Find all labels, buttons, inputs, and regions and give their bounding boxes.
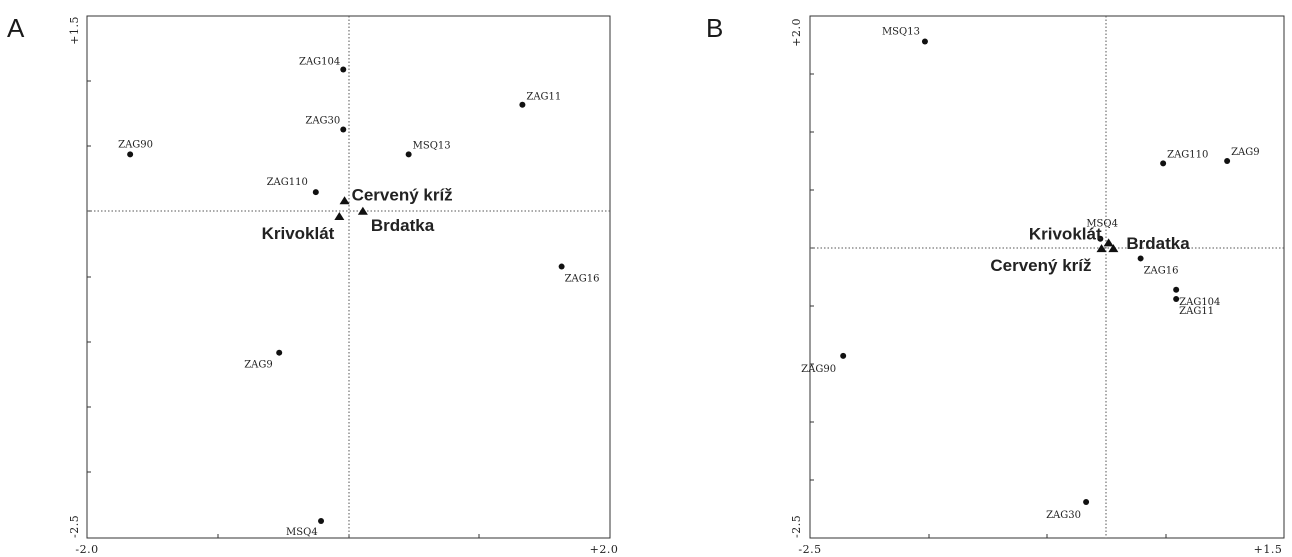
panel-b-group-marker-krivoklat — [1103, 238, 1114, 247]
panel-b-point-zag16 — [1137, 255, 1144, 262]
panel-b-point-label-zag16: ZAG16 — [1144, 265, 1179, 276]
panel-a-marks: ZAG104 ZAG11 ZAG30 MSQ13 ZAG90 ZAG110 ZAG16 ZAG… — [118, 57, 599, 539]
panel-b-point-msq4 — [1097, 235, 1104, 242]
panel-b-group-label-cerveny-kriz: Cervený kríž — [990, 256, 1091, 275]
panel-a-point-zag110 — [312, 189, 319, 196]
panel-a-group-label-cerveny-kriz: Cervený kríž — [352, 185, 453, 204]
panel-a-point-label-zag90: ZAG90 — [118, 139, 153, 150]
panel-b-point-label-zag110: ZAG110 — [1167, 149, 1208, 160]
panel-a-x-tick-right: +2.0 — [590, 543, 619, 556]
panel-b-tickmarks — [809, 15, 1285, 539]
panel-a-x-tick-left: -2.0 — [75, 543, 98, 556]
panel-b-point-msq13 — [921, 38, 928, 45]
panel-a-point-label-zag9: ZAG9 — [244, 360, 273, 371]
panel-b-plot-frame — [809, 15, 1285, 539]
panel-a-point-zag104 — [340, 66, 347, 73]
panel-a-point-label-zag110: ZAG110 — [267, 177, 308, 188]
panel-a-y-tick-top: +1.5 — [68, 16, 81, 45]
panel-a-group-marker-cerveny-kriz — [339, 196, 350, 205]
panel-a-point-label-msq4: MSQ4 — [286, 527, 318, 538]
panel-a-point-zag30 — [340, 126, 347, 133]
panel-a-group-marker-krivoklat — [334, 211, 345, 220]
panel-b-point-label-zag104: ZAG104 — [1179, 297, 1220, 308]
panel-b-point-label-zag30: ZAG30 — [1046, 510, 1081, 521]
panel-a-group-label-krivoklat: Krivoklát — [262, 224, 335, 243]
panel-b-zero-lines — [810, 16, 1284, 538]
panel-a-point-label-zag16: ZAG16 — [565, 274, 600, 285]
panel-b-point-zag90 — [840, 352, 847, 359]
panel-a-point-zag11 — [519, 101, 526, 108]
panel-b-x-tick-left: -2.5 — [798, 543, 821, 556]
panel-b-point-zag110 — [1160, 160, 1167, 167]
panel-a-point-msq13 — [405, 151, 412, 158]
panel-b-group-label-brdatka: Brdatka — [1126, 234, 1190, 253]
panel-a-point-label-zag30: ZAG30 — [305, 116, 340, 127]
panel-a-point-label-zag104: ZAG104 — [299, 57, 340, 68]
panel-a-point-msq4 — [318, 518, 325, 525]
panel-a-zero-lines — [87, 16, 610, 538]
panel-a-y-tick-bottom: -2.5 — [68, 515, 81, 538]
panel-b-x-tick-right: +1.5 — [1254, 543, 1283, 556]
panel-a: A +1.5 -2.5 -2.0 +2.0 ZAG104 ZAG11 ZAG30 MS… — [7, 13, 618, 556]
panel-b-y-tick-bottom: -2.5 — [790, 515, 803, 538]
panel-b-point-label-zag90: ZAG90 — [801, 364, 836, 375]
panel-b-point-label-zag9: ZAG9 — [1231, 147, 1260, 158]
panel-b-point-zag30 — [1083, 499, 1090, 506]
panel-b-group-label-krivoklat: Krivoklát — [1029, 224, 1102, 243]
panel-a-point-zag16 — [558, 263, 565, 270]
panel-b-group-marker-cerveny-kriz — [1096, 244, 1107, 253]
panel-a-point-label-zag11: ZAG11 — [526, 92, 561, 103]
panel-a-point-label-msq13: MSQ13 — [413, 140, 451, 151]
panel-b-point-zag11 — [1173, 296, 1180, 303]
panel-b-letter: B — [706, 13, 723, 43]
panel-b-point-label-msq13: MSQ13 — [882, 27, 920, 38]
panel-a-group-label-brdatka: Brdatka — [371, 216, 435, 235]
panel-b-y-tick-top: +2.0 — [790, 18, 803, 47]
panel-a-point-zag9 — [276, 349, 283, 356]
panel-a-point-zag90 — [127, 151, 134, 158]
panel-a-letter: A — [7, 13, 25, 43]
panel-b-point-zag104 — [1173, 286, 1180, 293]
panel-b-point-label-msq4: MSQ4 — [1086, 219, 1118, 230]
panel-b-group-marker-brdatka — [1108, 244, 1119, 253]
panel-b-point-zag9 — [1224, 158, 1231, 164]
panel-b-point-label-zag11: ZAG11 — [1179, 306, 1214, 317]
panel-a-group-marker-brdatka — [357, 206, 368, 215]
